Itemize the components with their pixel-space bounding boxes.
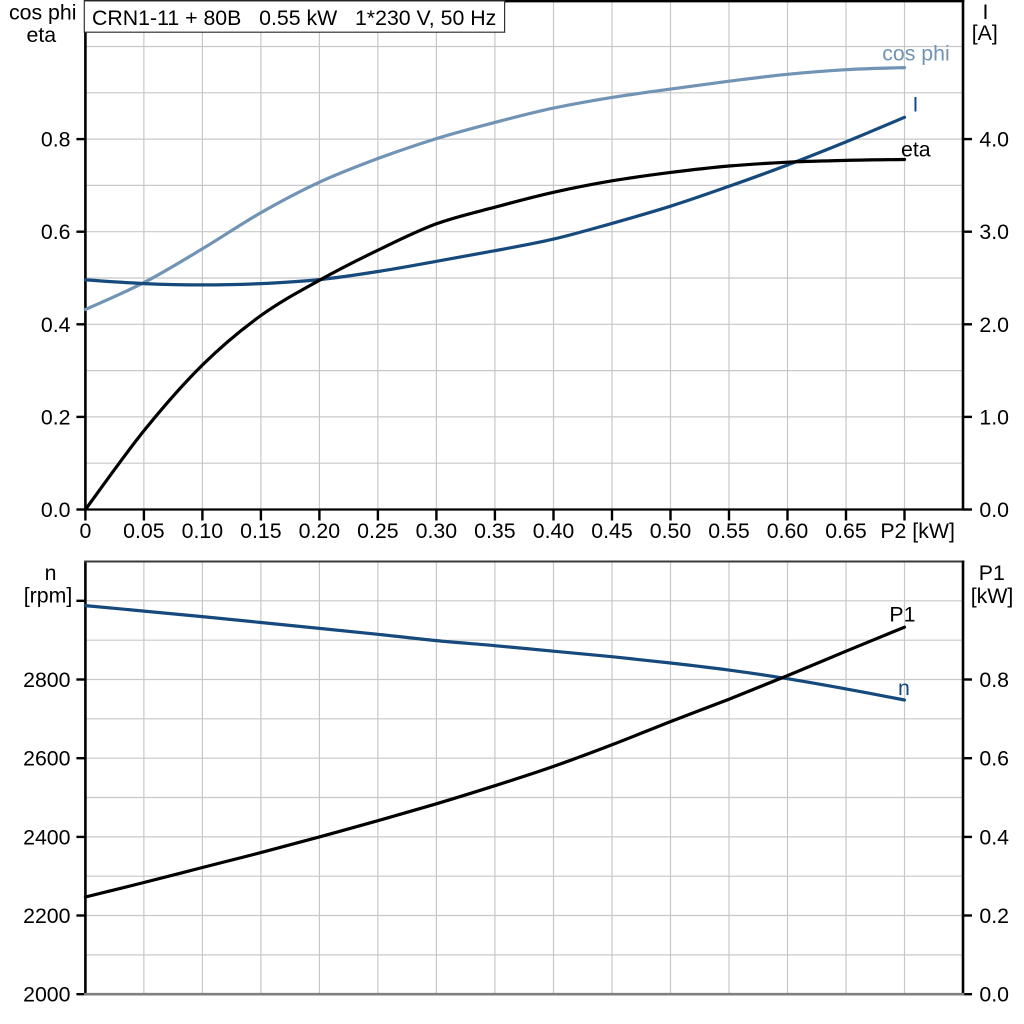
- svg-text:0.0: 0.0: [979, 498, 1009, 522]
- svg-text:0.10: 0.10: [182, 519, 224, 543]
- svg-text:0.8: 0.8: [979, 668, 1009, 692]
- svg-text:0.50: 0.50: [650, 519, 692, 543]
- svg-text:eta: eta: [26, 23, 56, 47]
- svg-text:2200: 2200: [23, 904, 71, 928]
- svg-text:[rpm]: [rpm]: [24, 584, 73, 608]
- svg-text:n: n: [898, 676, 910, 700]
- svg-text:I: I: [913, 92, 919, 116]
- svg-text:2400: 2400: [23, 825, 71, 849]
- svg-text:0.6: 0.6: [979, 747, 1009, 771]
- svg-text:[kW]: [kW]: [971, 584, 1014, 608]
- svg-text:0.40: 0.40: [533, 519, 575, 543]
- svg-text:0.4: 0.4: [979, 825, 1009, 849]
- svg-text:[A]: [A]: [972, 21, 998, 45]
- svg-text:cos phi: cos phi: [9, 1, 76, 25]
- svg-text:4.0: 4.0: [979, 128, 1009, 152]
- svg-text:I: I: [983, 0, 989, 24]
- svg-text:eta: eta: [901, 138, 931, 162]
- svg-text:P1: P1: [889, 602, 915, 626]
- svg-text:0.0: 0.0: [41, 498, 71, 522]
- svg-text:P2 [kW]: P2 [kW]: [880, 519, 955, 543]
- svg-text:0.60: 0.60: [767, 519, 809, 543]
- svg-text:2600: 2600: [23, 747, 71, 771]
- svg-text:1.0: 1.0: [979, 405, 1009, 429]
- svg-text:0.35: 0.35: [474, 519, 515, 543]
- svg-text:0.05: 0.05: [123, 519, 164, 543]
- svg-text:2.0: 2.0: [979, 313, 1009, 337]
- svg-text:0.30: 0.30: [416, 519, 458, 543]
- svg-text:0.65: 0.65: [825, 519, 866, 543]
- svg-text:0.55: 0.55: [708, 519, 749, 543]
- svg-text:2800: 2800: [23, 668, 71, 692]
- svg-text:3.0: 3.0: [979, 220, 1009, 244]
- svg-text:P1: P1: [979, 561, 1005, 585]
- svg-text:0.2: 0.2: [979, 904, 1009, 928]
- svg-text:cos phi: cos phi: [882, 42, 949, 66]
- svg-text:n: n: [45, 561, 57, 585]
- svg-text:CRN1-11 + 80B 0.55 kW 1*23: CRN1-11 + 80B 0.55 kW 1*230 V, 50 Hz: [92, 6, 496, 30]
- svg-text:0.15: 0.15: [240, 519, 281, 543]
- svg-text:0.25: 0.25: [357, 519, 398, 543]
- svg-text:0.20: 0.20: [299, 519, 341, 543]
- svg-text:0.2: 0.2: [41, 405, 71, 429]
- svg-text:2000: 2000: [23, 983, 71, 1007]
- svg-text:0.45: 0.45: [591, 519, 632, 543]
- svg-text:0.6: 0.6: [41, 220, 71, 244]
- svg-text:0.0: 0.0: [979, 983, 1009, 1007]
- svg-text:0: 0: [79, 519, 91, 543]
- svg-text:0.4: 0.4: [41, 313, 71, 337]
- svg-text:0.8: 0.8: [41, 128, 71, 152]
